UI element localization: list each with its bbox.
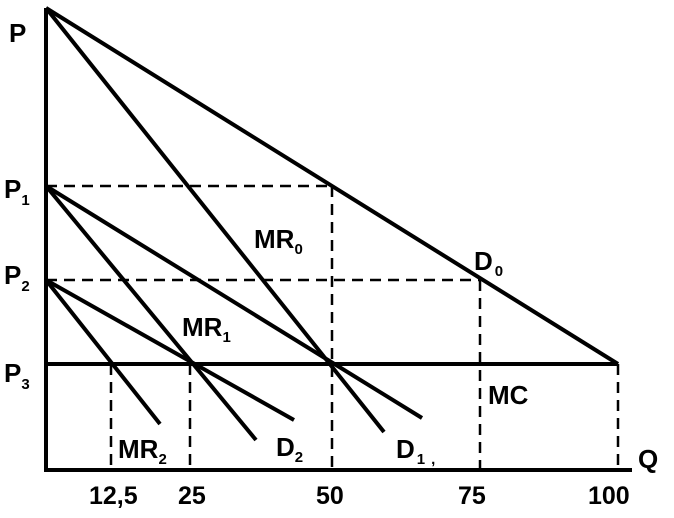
d2-label: D2 — [276, 432, 303, 466]
mr2-label: MR2 — [118, 434, 167, 468]
d2-curve — [45, 278, 295, 422]
mr0-curve — [44, 6, 386, 434]
x-tick-75: 75 — [458, 482, 486, 510]
p1-label: P1 — [4, 174, 30, 209]
x-tick-25: 25 — [178, 482, 206, 510]
mc-label: MC — [488, 380, 529, 410]
d1-curve — [44, 184, 424, 420]
mr2-curve — [44, 278, 162, 426]
y-axis-label: P — [9, 18, 26, 48]
x-tick-12-5: 12,5 — [89, 482, 138, 510]
p3-label: P3 — [4, 358, 30, 393]
mr1-curve — [44, 184, 258, 442]
mr1-label: MR1 — [182, 312, 231, 346]
p2-label: P2 — [4, 260, 30, 295]
d0-curve — [44, 6, 620, 366]
x-tick-50: 50 — [316, 482, 344, 510]
x-axis-label: Q — [638, 444, 658, 474]
x-tick-100: 100 — [588, 482, 630, 510]
mr0-label: MR0 — [254, 224, 303, 258]
